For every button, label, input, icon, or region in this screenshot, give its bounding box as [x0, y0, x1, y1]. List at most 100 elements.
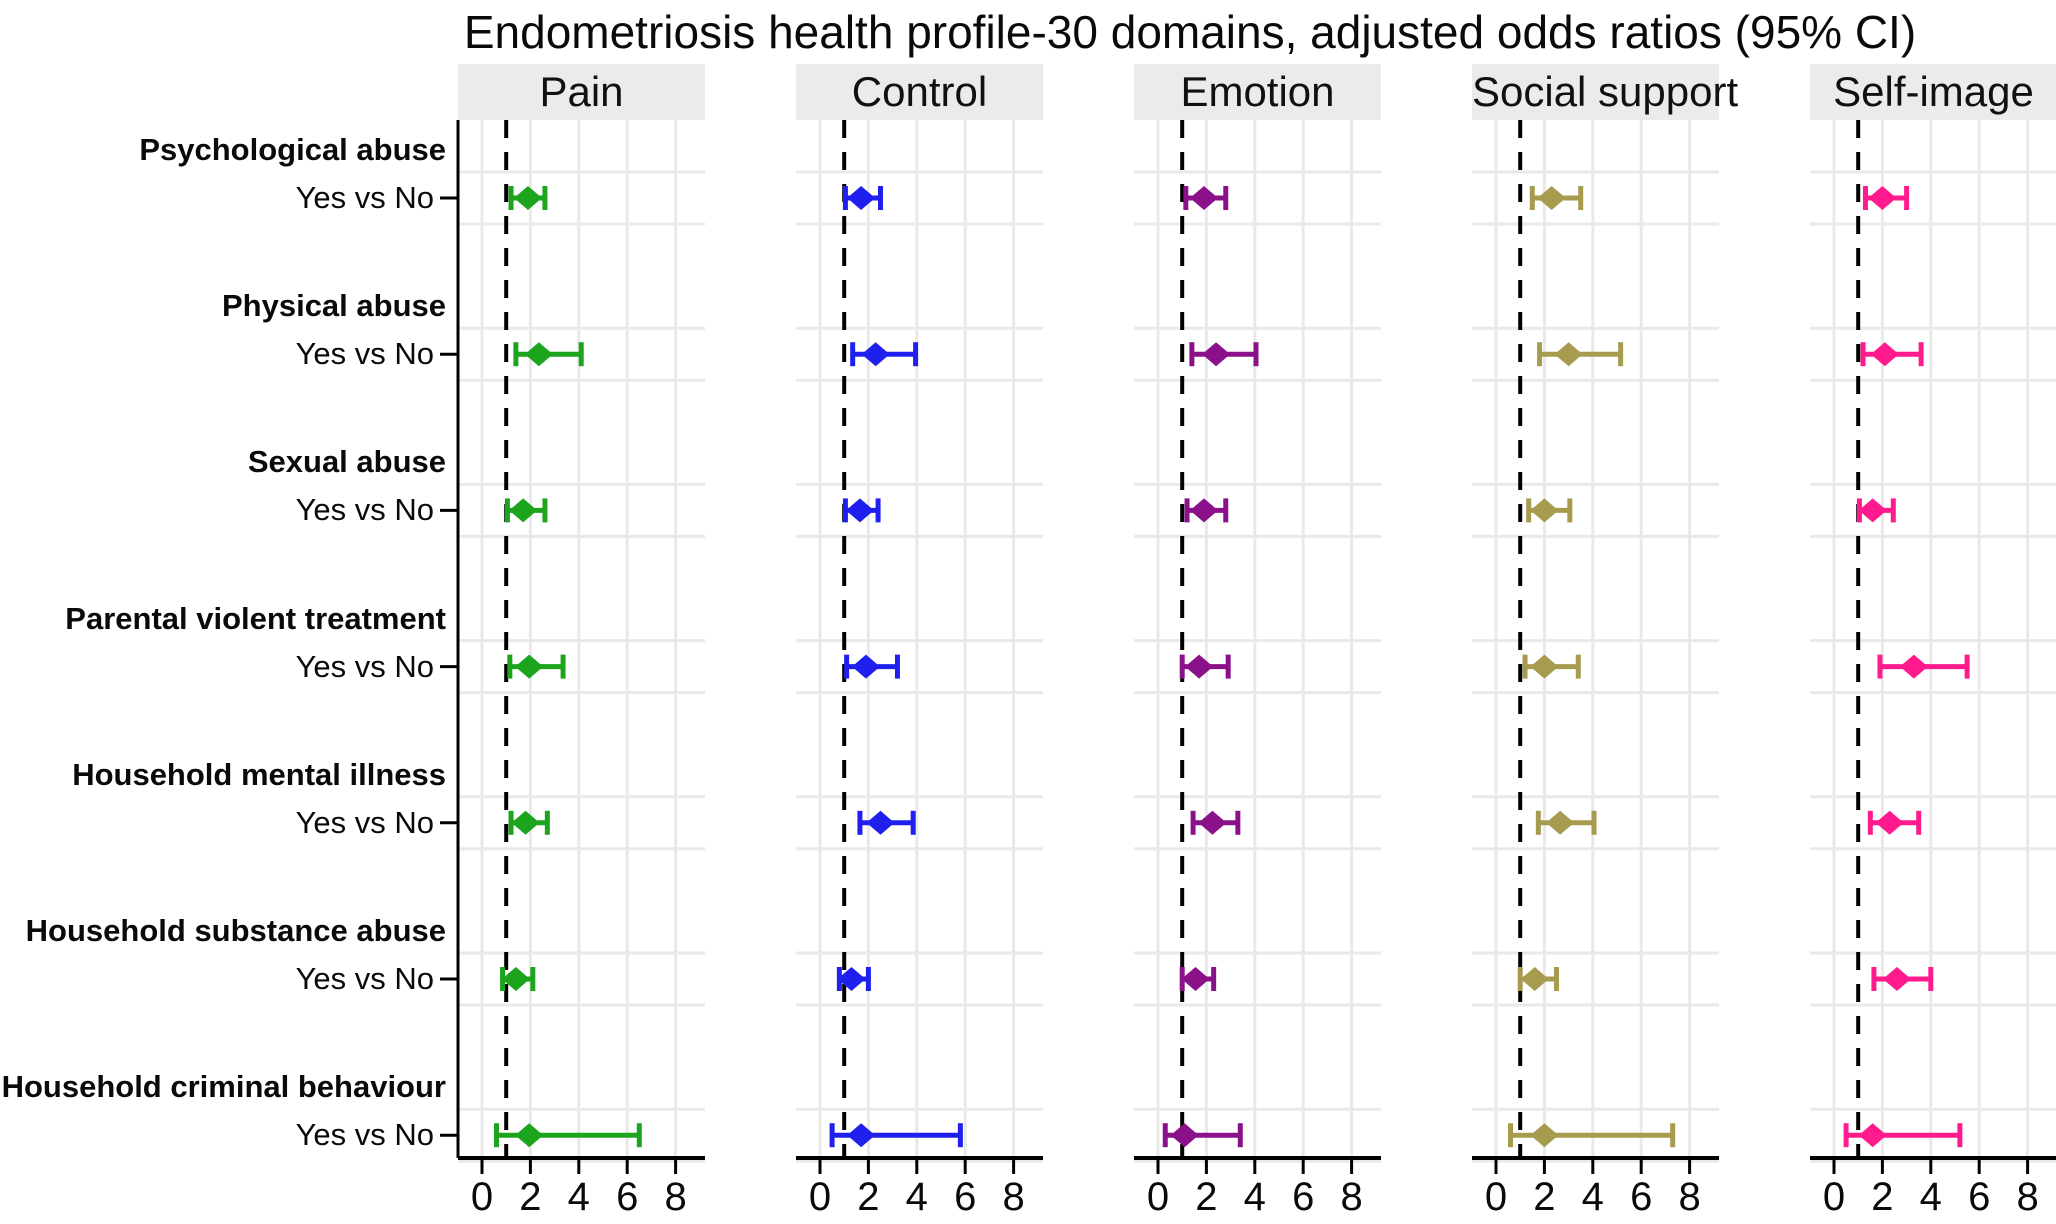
point-estimate-diamond	[1530, 654, 1559, 679]
ci-marker	[1184, 498, 1229, 523]
x-axis-tick-label: 2	[1533, 1175, 1555, 1219]
ci-marker	[1162, 1123, 1243, 1148]
point-estimate-diamond	[837, 967, 866, 991]
x-axis-tick-label: 8	[1678, 1175, 1700, 1219]
x-axis-tick-label: 4	[1920, 1175, 1942, 1219]
point-estimate-diamond	[513, 186, 542, 210]
ci-marker	[857, 810, 916, 835]
panel-gridlines	[1810, 120, 2056, 1163]
point-estimate-diamond	[515, 1123, 544, 1148]
point-estimate-diamond	[1868, 186, 1897, 210]
row-group-label: Parental violent treatment	[65, 600, 446, 636]
point-estimate-diamond	[1858, 498, 1887, 523]
x-axis-tick-label: 0	[1485, 1175, 1507, 1219]
x-axis-tick-label: 6	[1630, 1175, 1652, 1219]
x-axis-tick-label: 4	[1244, 1175, 1266, 1219]
row-group-label: Household substance abuse	[25, 913, 446, 948]
ci-marker	[1535, 810, 1597, 835]
ci-marker	[850, 342, 919, 367]
point-estimate-diamond	[847, 186, 876, 210]
ci-marker	[1517, 967, 1559, 991]
ci-marker	[504, 498, 548, 523]
ci-marker	[829, 1123, 963, 1148]
x-axis-tick-label: 6	[1292, 1175, 1314, 1219]
point-estimate-diamond	[1530, 498, 1559, 523]
panel-header-emotion: Emotion	[1134, 64, 1381, 120]
ci-marker	[1867, 810, 1922, 835]
point-estimate-diamond	[1189, 186, 1218, 210]
row-comparison-label: Yes vs No	[295, 804, 434, 840]
x-axis-tick-label: 8	[2016, 1175, 2038, 1219]
panel-header-control: Control	[796, 64, 1043, 120]
ci-marker	[513, 342, 584, 367]
x-axis-tick-label: 2	[519, 1175, 541, 1219]
ci-marker	[1190, 810, 1241, 835]
x-axis-tick-label: 2	[1871, 1175, 1893, 1219]
point-estimate-diamond	[515, 654, 544, 679]
ci-marker	[844, 654, 900, 679]
ci-marker	[1862, 186, 1910, 210]
point-estimate-diamond	[1546, 810, 1575, 835]
row-group-label: Psychological abuse	[139, 132, 446, 167]
x-axis-tick-label: 0	[471, 1175, 493, 1219]
x-axis-tick-label: 6	[1968, 1175, 1990, 1219]
point-estimate-diamond	[1537, 186, 1566, 210]
panel-gridlines	[796, 120, 1043, 1163]
x-axis-tick-label: 6	[616, 1175, 638, 1219]
row-group-label: Household mental illness	[72, 756, 446, 792]
ci-marker	[1189, 342, 1259, 367]
point-estimate-diamond	[1520, 967, 1549, 991]
row-comparison-label: Yes vs No	[295, 648, 434, 684]
x-axis-tick-label: 8	[1002, 1175, 1024, 1219]
x-axis-tick-label: 6	[954, 1175, 976, 1219]
point-estimate-diamond	[509, 498, 538, 523]
point-estimate-diamond	[511, 810, 540, 835]
ci-marker	[836, 967, 871, 991]
ci-marker	[1183, 186, 1229, 210]
ci-marker	[1179, 967, 1217, 991]
x-axis-tick-label: 8	[664, 1175, 686, 1219]
point-estimate-diamond	[1198, 810, 1227, 835]
x-axis-tick-label: 4	[568, 1175, 590, 1219]
ci-marker	[507, 654, 566, 679]
point-estimate-diamond	[1530, 1123, 1559, 1148]
x-axis-tick-label: 4	[1582, 1175, 1604, 1219]
row-group-label: Sexual abuse	[247, 444, 446, 480]
point-estimate-diamond	[1170, 1123, 1199, 1148]
point-estimate-diamond	[1189, 498, 1218, 523]
panel-header-self-image: Self-image	[1810, 64, 2056, 120]
x-axis-tick-label: 4	[906, 1175, 928, 1219]
ci-marker	[508, 186, 548, 210]
point-estimate-diamond	[1185, 654, 1214, 679]
row-group-label: Physical abuse	[221, 288, 446, 324]
point-estimate-diamond	[1882, 967, 1911, 991]
x-axis-tick-label: 2	[857, 1175, 879, 1219]
panel-header-pain: Pain	[458, 64, 705, 120]
x-axis-tick-label: 2	[1195, 1175, 1217, 1219]
x-axis-tick-label: 0	[809, 1175, 831, 1219]
point-estimate-diamond	[1899, 654, 1928, 679]
row-comparison-label: Yes vs No	[295, 180, 434, 215]
point-estimate-diamond	[845, 498, 874, 523]
point-estimate-diamond	[861, 342, 890, 367]
chart-title: Endometriosis health profile-30 domains,…	[463, 6, 1917, 58]
panel-header-social-support: Social support	[1472, 64, 1738, 120]
ci-marker	[508, 810, 550, 835]
point-estimate-diamond	[851, 654, 880, 679]
row-comparison-label: Yes vs No	[295, 961, 434, 996]
ci-marker	[1179, 654, 1231, 679]
row-comparison-label: Yes vs No	[295, 336, 434, 372]
ci-marker	[494, 1123, 642, 1148]
point-estimate-diamond	[1858, 1123, 1887, 1148]
ci-marker	[1526, 498, 1573, 523]
ci-marker	[1522, 654, 1581, 679]
point-estimate-diamond	[501, 967, 530, 991]
ci-marker	[842, 186, 883, 210]
